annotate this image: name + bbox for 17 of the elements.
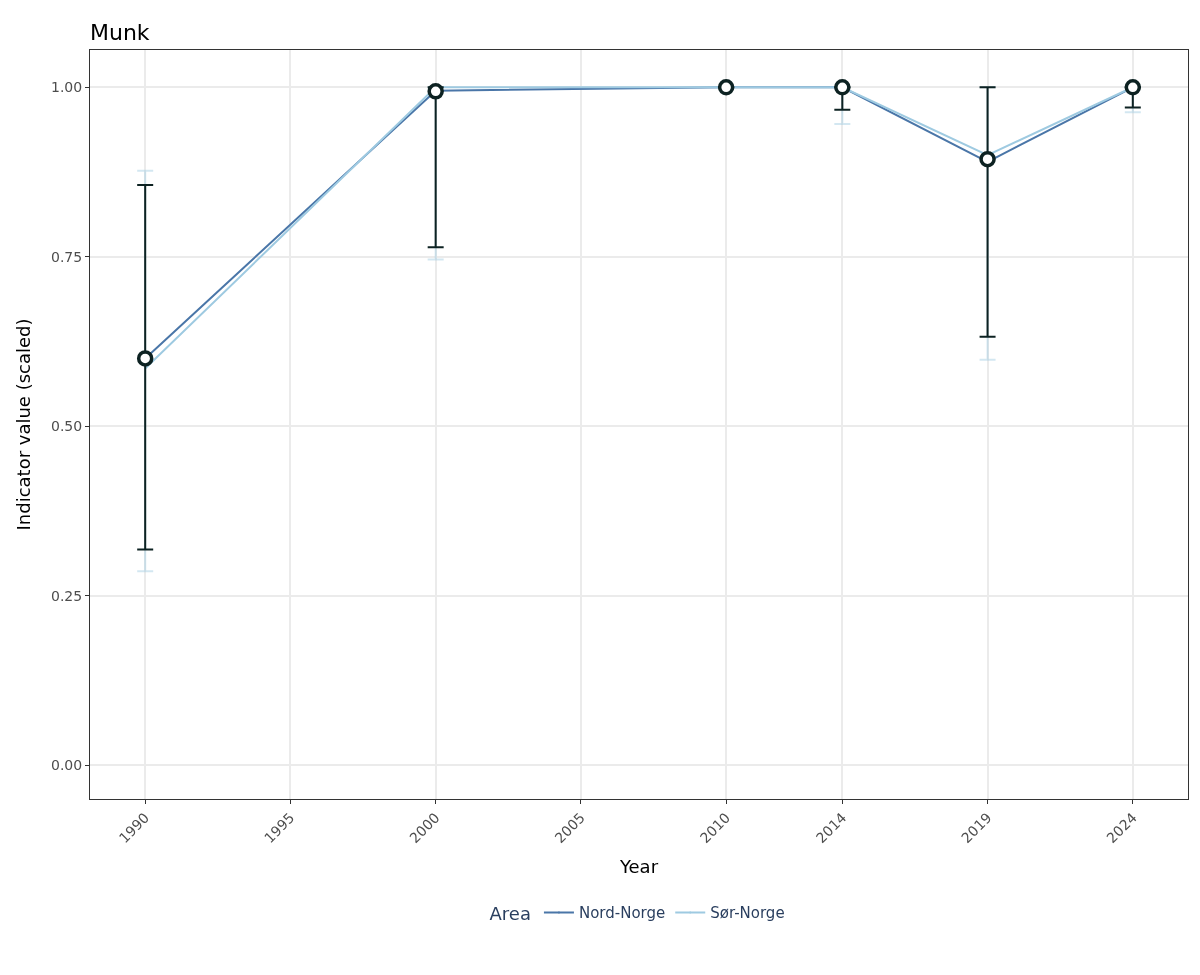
point: [834, 79, 851, 96]
point: [717, 79, 735, 96]
point: [136, 350, 154, 367]
point: [427, 83, 444, 100]
legend-label: Nord-Norge: [578, 904, 666, 923]
y-tick-label: 0.00: [51, 757, 83, 774]
y-axis-title: Indicator value (scaled): [13, 318, 35, 531]
y-tick-label: 0.25: [51, 587, 83, 604]
point: [1124, 79, 1142, 96]
point: [979, 150, 996, 168]
x-axis-title: Year: [618, 856, 659, 878]
y-tick-label: 0.50: [51, 418, 83, 435]
y-tick-label: 0.75: [51, 248, 83, 265]
legend-title: Area: [489, 902, 531, 924]
chart-title: Munk: [90, 19, 150, 45]
y-tick-label: 1.00: [51, 79, 83, 96]
legend-label: Sør-Norge: [710, 904, 785, 923]
